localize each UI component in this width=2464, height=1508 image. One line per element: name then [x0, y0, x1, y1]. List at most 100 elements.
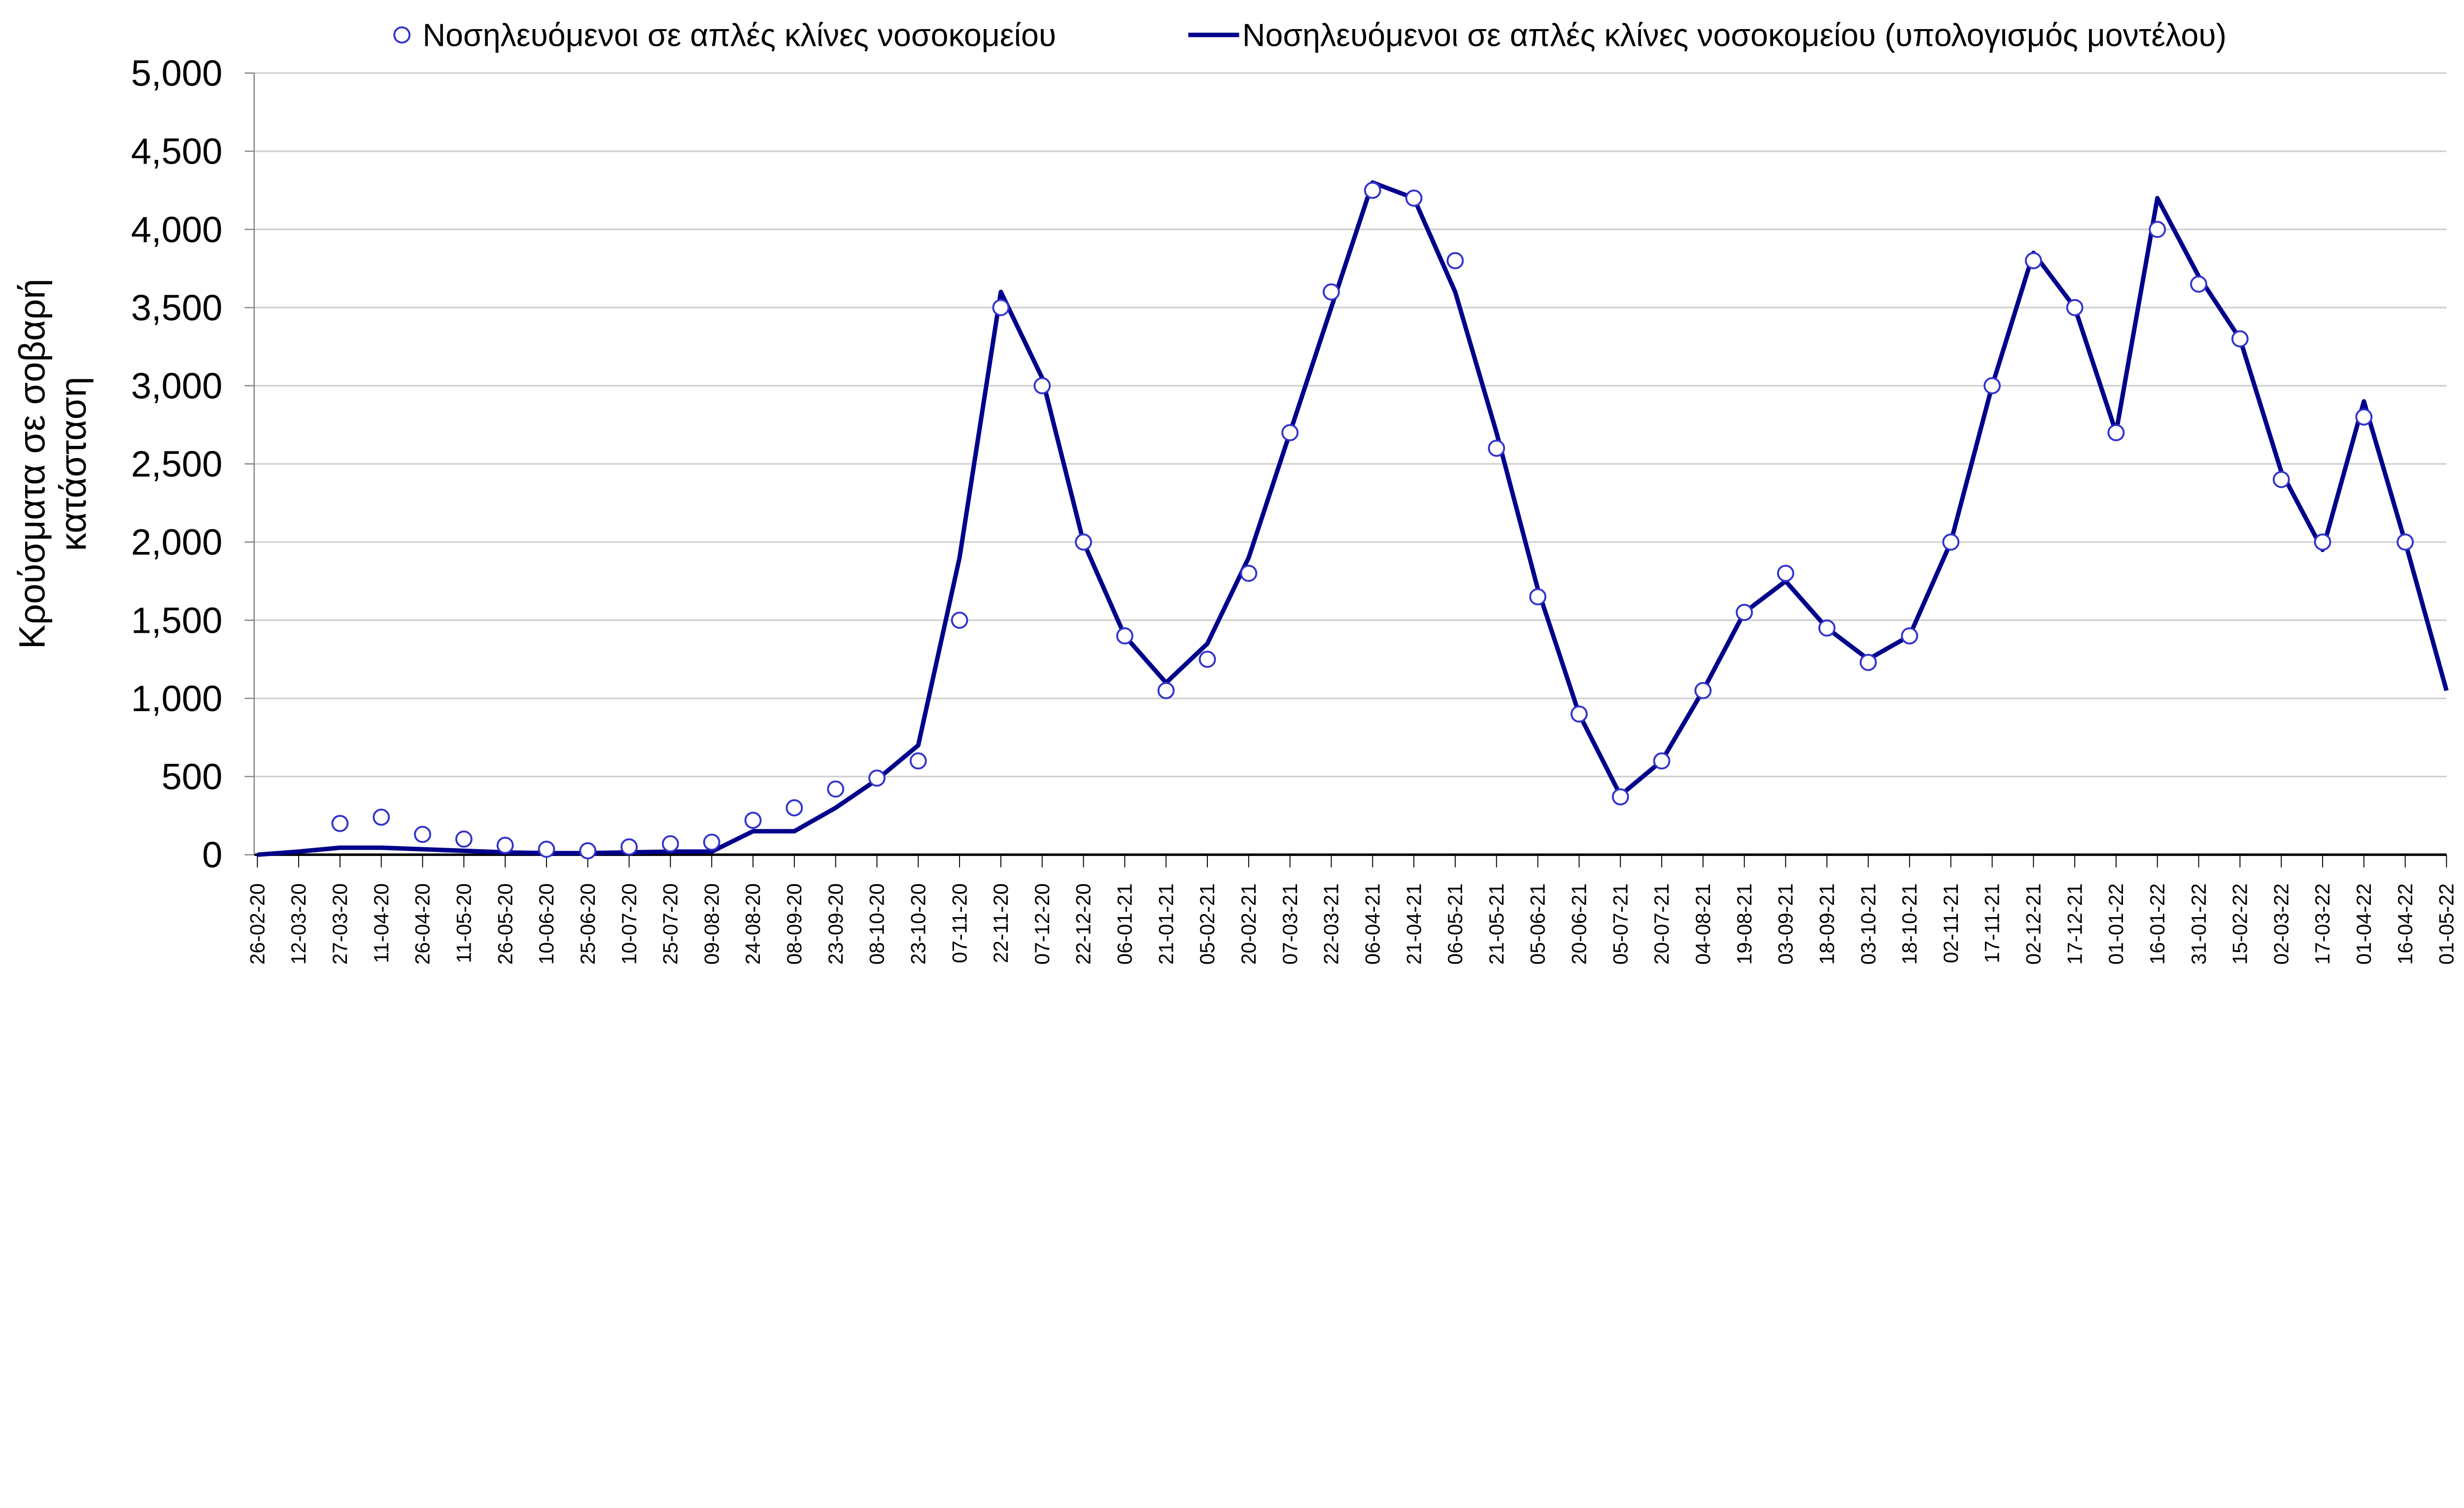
observed-point [1364, 181, 1381, 199]
legend-label-observed: Νοσηλευόμενοι σε απλές κλίνες νοσοκομείο… [423, 17, 1057, 53]
x-tick-label: 11-04-20 [370, 883, 393, 963]
model-series [257, 180, 2449, 857]
x-tick-label: 20-02-21 [1237, 883, 1260, 964]
observed-point [1901, 627, 1918, 645]
observed-point [1529, 588, 1546, 606]
x-tick-label: 18-10-21 [1898, 883, 1921, 964]
x-tick-label: 21-04-21 [1403, 883, 1425, 964]
x-tick-label: 24-08-20 [742, 883, 764, 964]
observed-point [909, 752, 927, 770]
observed-point [1984, 377, 2001, 395]
x-tick-label: 04-08-21 [1692, 883, 1714, 964]
observed-point [620, 838, 638, 856]
x-tick-label: 17-03-22 [2311, 883, 2334, 964]
y-axis-label-line2: κατάσταση [53, 377, 94, 551]
observed-point [496, 836, 514, 854]
chart: 0 500 1,000 1,500 2,000 2,500 3,000 3,500 4,000 4… [11, 17, 2458, 965]
x-tick-label: 06-01-21 [1114, 883, 1136, 964]
model-line [257, 180, 2449, 857]
observed-point [1281, 424, 1299, 442]
observed-point [2107, 424, 2125, 442]
x-tick-label: 06-04-21 [1361, 883, 1384, 964]
x-tick-label: 08-09-20 [783, 883, 806, 964]
observed-point [1611, 788, 1629, 806]
observed-point [2066, 299, 2084, 316]
y-axis-label-line1: Κρούσματα σε σοβαρή [11, 279, 52, 650]
x-tick-label: 08-10-20 [866, 883, 889, 964]
observed-point [1942, 533, 1960, 551]
observed-point [1694, 682, 1712, 699]
x-tick-label: 05-02-21 [1196, 883, 1219, 964]
observed-point [2024, 252, 2042, 270]
observed-point [786, 799, 803, 817]
observed-point [703, 833, 720, 851]
x-tick-label: 01-01-22 [2105, 883, 2127, 964]
y-tick-label: 500 [162, 756, 223, 797]
x-tick-label: 23-10-20 [907, 883, 929, 964]
x-tick-label: 21-01-21 [1155, 883, 1177, 964]
observed-series [331, 181, 2414, 859]
x-tick-label: 16-04-22 [2394, 883, 2417, 964]
observed-point [1198, 651, 1216, 668]
y-tick-label: 3,500 [131, 287, 222, 328]
observed-point [951, 612, 968, 629]
y-tick-label: 4,000 [131, 209, 222, 250]
x-tick-label: 17-12-21 [2063, 883, 2086, 964]
observed-point [2355, 408, 2373, 426]
legend-marker-observed [393, 26, 411, 44]
x-tick-label: 26-05-20 [494, 883, 516, 964]
x-tick-label: 07-03-21 [1279, 883, 1301, 964]
y-tick-label: 3,000 [131, 366, 222, 407]
x-tick-label: 31-01-22 [2188, 883, 2210, 964]
observed-point [1033, 377, 1051, 395]
x-tick-label: 26-02-20 [246, 883, 269, 964]
y-axis-ticks: 0 500 1,000 1,500 2,000 2,500 3,000 3,500 4,000 4… [131, 53, 254, 875]
y-tick-label: 0 [202, 834, 222, 875]
x-tick-label: 22-11-20 [990, 883, 1012, 963]
x-tick-label: 06-05-21 [1444, 883, 1467, 964]
x-tick-label: 03-10-21 [1857, 883, 1880, 964]
y-tick-label: 4,500 [131, 131, 222, 172]
observed-point [992, 299, 1010, 316]
x-axis-ticks: 26-02-20 12-03-20 27-03-20 11-04-20 26-04-20… [246, 855, 2458, 965]
observed-point [2190, 275, 2208, 293]
observed-point [1323, 283, 1340, 301]
y-tick-label: 2,500 [131, 444, 222, 484]
observed-point [1859, 653, 1877, 671]
observed-point [1777, 564, 1794, 582]
x-tick-label: 10-07-20 [618, 883, 641, 964]
observed-point [868, 769, 886, 787]
x-tick-label: 23-09-20 [824, 883, 847, 964]
observed-point [1736, 604, 1753, 621]
observed-point [1570, 705, 1588, 723]
x-tick-label: 25-06-20 [577, 883, 599, 964]
y-tick-label: 1,500 [131, 600, 222, 641]
legend-label-model: Νοσηλευόμενοι σε απλές κλίνες νοσοκομείο… [1242, 17, 2226, 53]
observed-point [1240, 564, 1258, 582]
x-tick-label: 27-03-20 [329, 883, 351, 964]
observed-point [1075, 533, 1092, 551]
x-tick-label: 20-06-21 [1568, 883, 1591, 964]
x-tick-label: 22-03-21 [1320, 883, 1343, 964]
x-tick-label: 02-12-21 [2022, 883, 2045, 964]
x-tick-label: 17-11-21 [1981, 883, 2004, 963]
y-tick-label: 5,000 [131, 53, 222, 94]
x-tick-label: 26-04-20 [411, 883, 434, 964]
x-tick-label: 19-08-21 [1733, 883, 1756, 964]
observed-point [579, 842, 597, 859]
observed-point [1405, 189, 1423, 207]
x-tick-label: 15-02-22 [2229, 883, 2252, 964]
x-tick-label: 05-07-21 [1609, 883, 1632, 964]
x-tick-label: 01-05-22 [2435, 883, 2458, 964]
x-tick-label: 03-09-21 [1775, 883, 1797, 964]
x-tick-label: 20-07-21 [1650, 883, 1673, 964]
x-tick-label: 05-06-21 [1527, 883, 1549, 964]
observed-point [2396, 533, 2414, 551]
x-tick-label: 09-08-20 [700, 883, 723, 964]
x-tick-label: 12-03-20 [287, 883, 310, 964]
x-tick-label: 01-04-22 [2353, 883, 2375, 964]
legend: Νοσηλευόμενοι σε απλές κλίνες νοσοκομείο… [393, 17, 2226, 53]
observed-point [455, 830, 473, 848]
x-tick-label: 02-03-22 [2270, 883, 2293, 964]
observed-point [2149, 221, 2166, 238]
